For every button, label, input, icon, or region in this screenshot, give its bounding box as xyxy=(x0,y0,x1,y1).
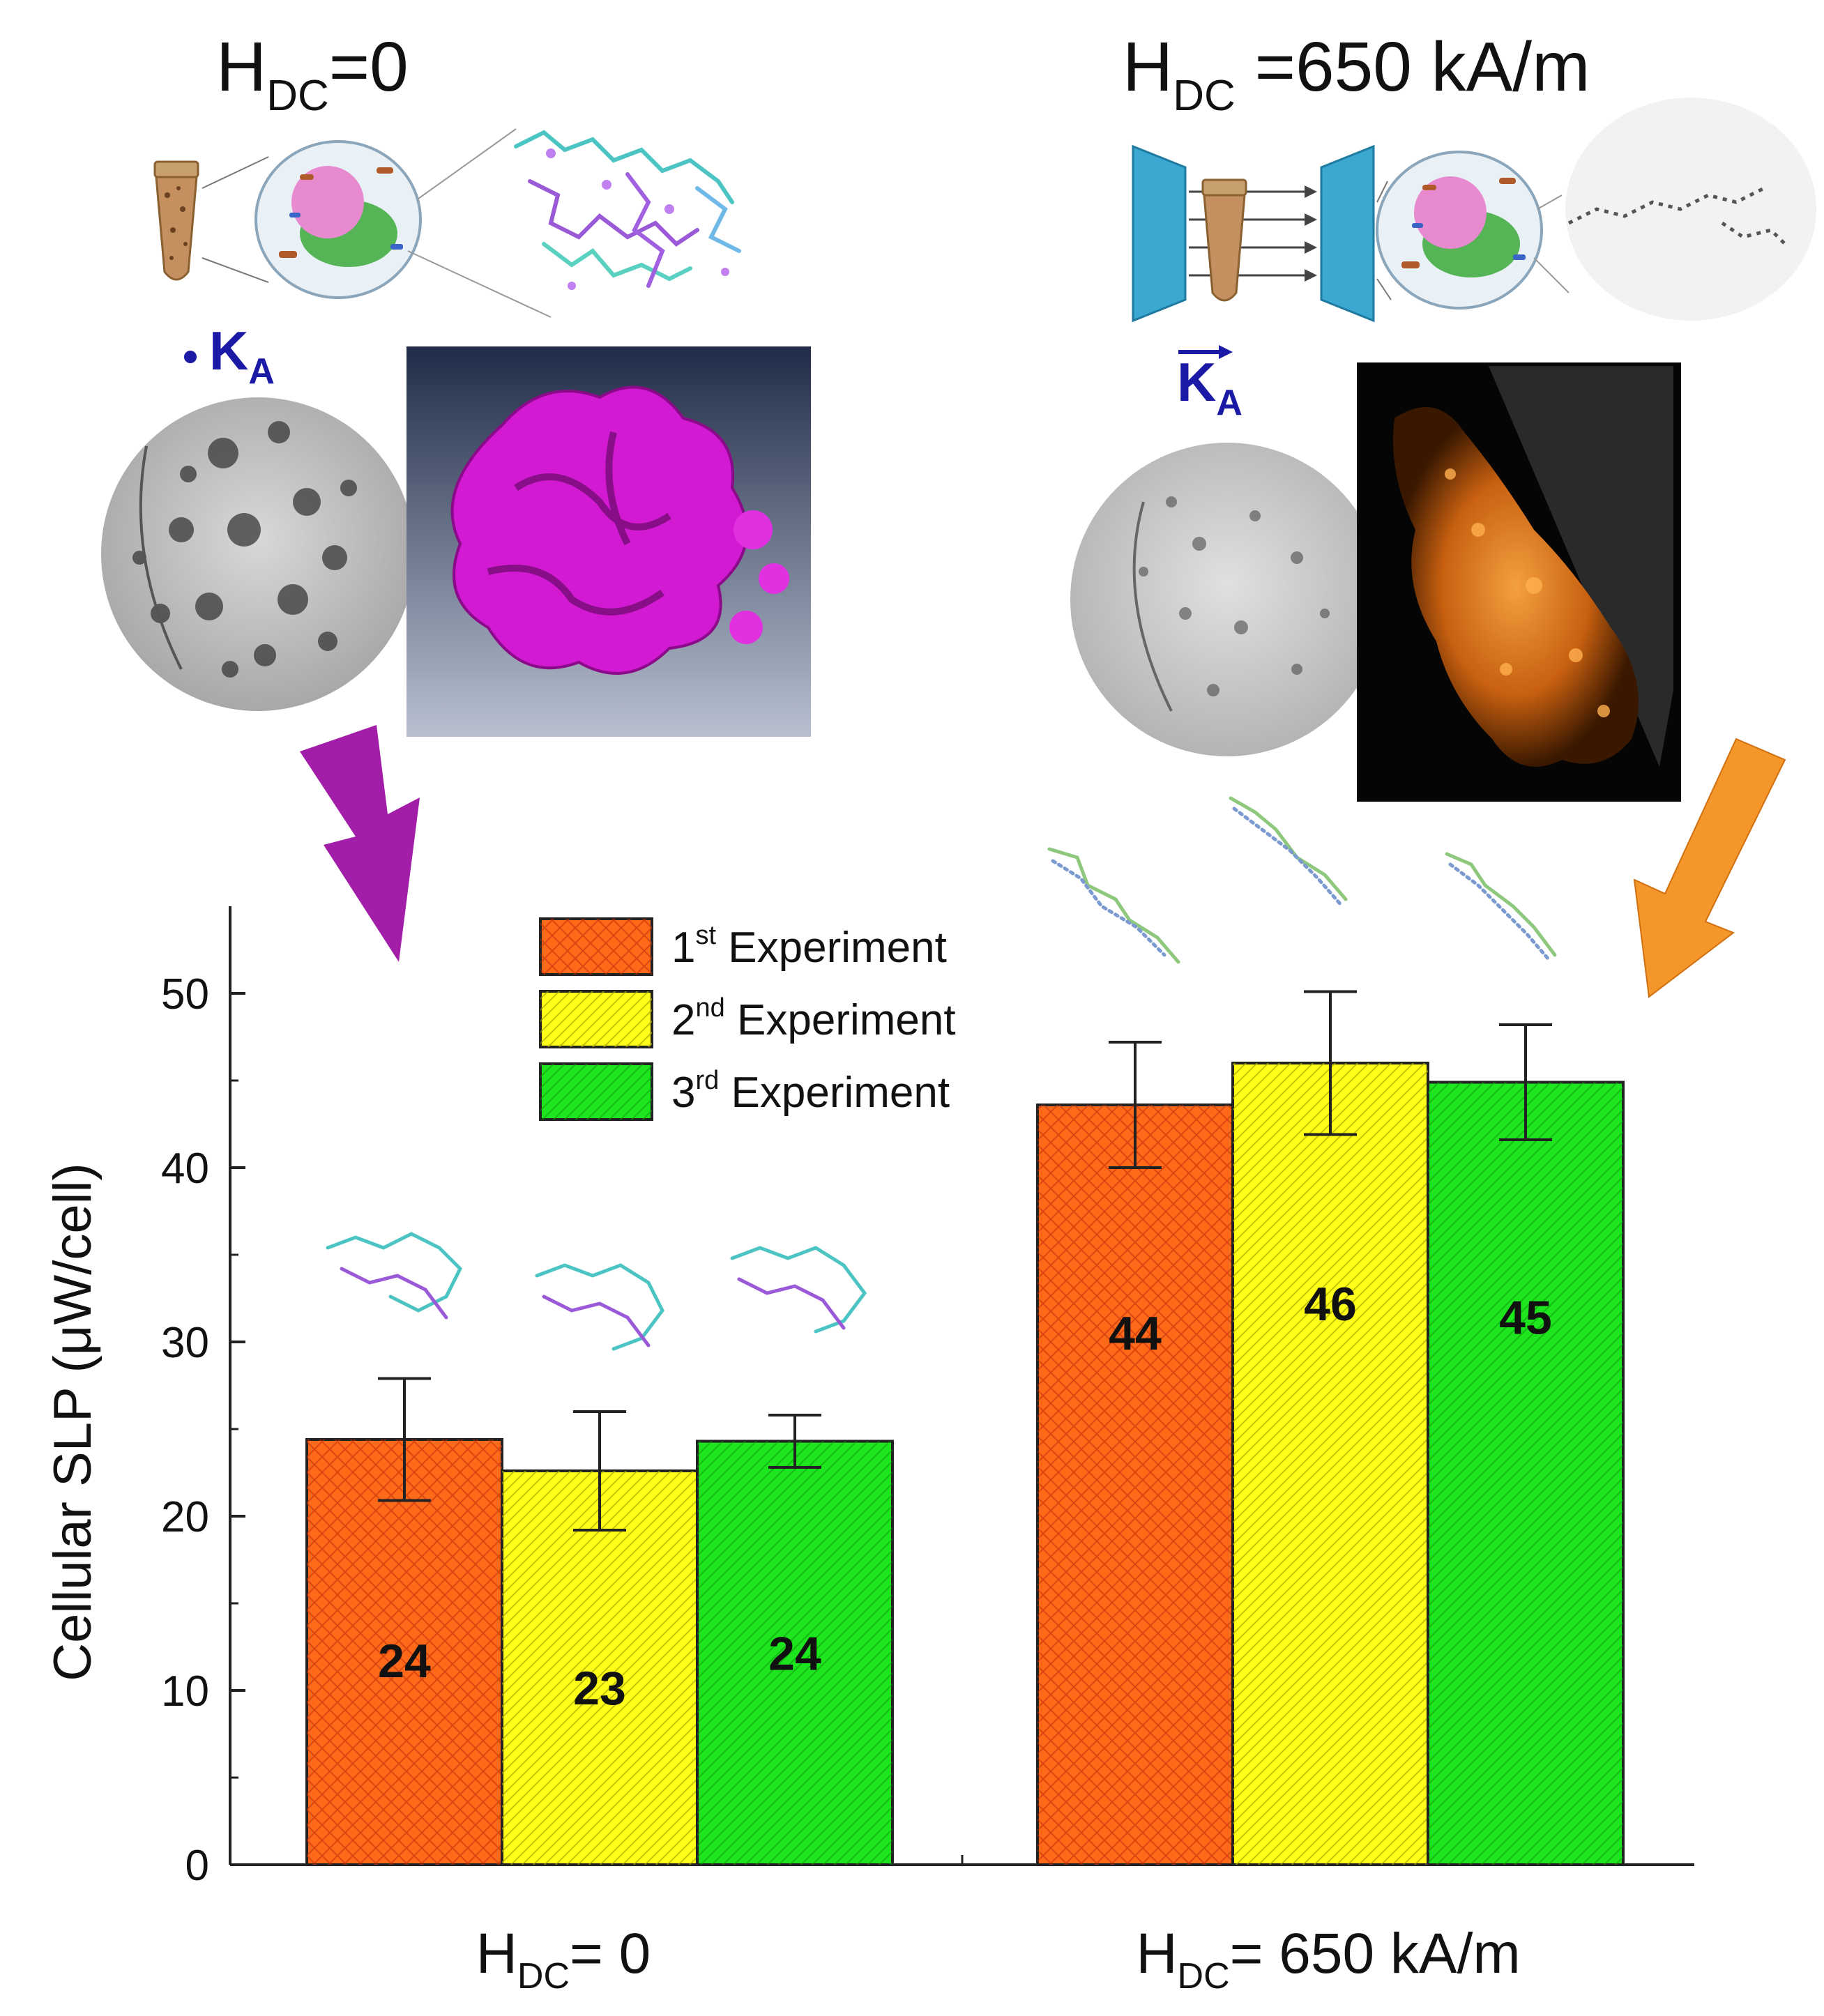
right-cell-illustration xyxy=(1376,151,1543,310)
y-tick-label: 10 xyxy=(161,1667,209,1716)
left-purple-arrow xyxy=(300,725,420,962)
legend-swatch-hatch xyxy=(540,991,652,1047)
right-bar-molecules xyxy=(1047,796,1557,964)
svg-text:KA: KA xyxy=(209,320,275,392)
bar-data-label: 24 xyxy=(378,1635,431,1688)
bar-data-label: 45 xyxy=(1499,1291,1552,1344)
right-sample-tube xyxy=(1201,178,1247,302)
legend-label: 3rd Experiment xyxy=(671,1066,950,1117)
bar-hatch xyxy=(502,1471,697,1865)
left-tem-image xyxy=(101,397,415,711)
left-zoom-lines-2 xyxy=(407,128,552,318)
right-orange-arrow xyxy=(1633,738,1786,998)
svg-text:KA: KA xyxy=(1177,351,1242,423)
legend-label: 1st Experiment xyxy=(671,921,947,972)
left-ka-label: KA xyxy=(184,320,275,392)
bar-hatch xyxy=(307,1440,502,1865)
chart-y-ticks: 0 10 20 30 40 50 xyxy=(161,970,245,1890)
right-zoom-lines-2 xyxy=(1533,194,1570,293)
right-magnet-poles xyxy=(1132,144,1375,323)
chart-error-bars xyxy=(378,990,1552,1532)
bar-hatch xyxy=(1233,1063,1428,1865)
x-category-label: HDC= 650 kA/m xyxy=(1136,1922,1520,1996)
right-ka-vector-label: KA xyxy=(1177,345,1242,423)
y-tick-label: 20 xyxy=(161,1493,209,1541)
left-bar-molecules xyxy=(326,1232,867,1351)
legend-label: 2nd Experiment xyxy=(671,993,956,1044)
bar-data-label: 23 xyxy=(573,1662,626,1715)
bar-chart: 24 44 23 46 24 45 0 10 20 30 40 50 HDC= 0 HDC= 650 … xyxy=(43,906,1694,1996)
y-tick-label: 0 xyxy=(185,1842,209,1890)
bar-data-label: 46 xyxy=(1304,1278,1357,1331)
y-tick-label: 30 xyxy=(161,1319,209,1367)
left-zoom-lines xyxy=(202,156,269,283)
right-zoom-lines xyxy=(1376,181,1392,300)
bar-data-label: 44 xyxy=(1109,1307,1162,1360)
right-panel-header: HDC =650 kA/m xyxy=(1123,28,1590,120)
left-sample-tube xyxy=(153,160,199,281)
left-3d-render xyxy=(406,346,811,737)
legend-swatch-hatch xyxy=(540,919,652,975)
bar-hatch xyxy=(1038,1105,1233,1865)
left-cell-illustration xyxy=(254,140,422,299)
bar-hatch xyxy=(697,1441,892,1865)
chart-legend: 1st Experiment 2nd Experiment 3rd Experime… xyxy=(539,917,956,1121)
chart-categories: HDC= 0 HDC= 650 kA/m xyxy=(476,1922,1521,1996)
y-axis-label: Cellular SLP (μW/cell) xyxy=(43,1163,102,1681)
bar-data-label: 24 xyxy=(768,1627,821,1680)
left-panel-header: HDC=0 xyxy=(216,28,409,120)
right-tem-image xyxy=(1070,443,1384,756)
left-molecule-cluster xyxy=(514,130,741,290)
chart-bars xyxy=(305,1062,1625,1866)
bar-hatch xyxy=(1428,1082,1623,1865)
chart-data-labels: 24 44 23 46 24 45 xyxy=(378,1278,1552,1715)
y-tick-label: 50 xyxy=(161,970,209,1018)
legend-swatch-hatch xyxy=(540,1064,652,1120)
x-category-label: HDC= 0 xyxy=(476,1922,651,1996)
y-tick-label: 40 xyxy=(161,1145,209,1193)
right-dispersed-molecules xyxy=(1565,98,1816,321)
right-3d-render xyxy=(1357,362,1681,802)
